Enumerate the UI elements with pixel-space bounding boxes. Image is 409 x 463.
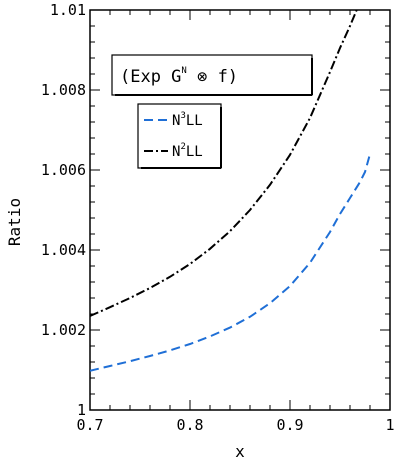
series-line-n3ll <box>90 153 371 372</box>
x-tick-label: 1 <box>385 416 394 434</box>
y-tick-label: 1.008 <box>41 81 86 99</box>
y-axis-label: Ratio <box>5 198 24 246</box>
annotation-box: (Exp GN ⊗ f) <box>111 54 313 96</box>
x-axis-label: x <box>235 442 245 461</box>
y-tick-label: 1 <box>77 401 86 419</box>
legend-label-n3ll: N3LL <box>172 111 203 129</box>
y-tick-label: 1.01 <box>50 1 86 19</box>
y-tick-label: 1.006 <box>41 161 86 179</box>
legend: N3LL N2LL <box>137 103 222 169</box>
y-tick-label: 1.004 <box>41 241 86 259</box>
x-tick-label: 0.8 <box>176 416 203 434</box>
series-line-n2ll <box>90 10 358 317</box>
legend-label-n2ll: N2LL <box>172 142 203 160</box>
series-lines <box>90 10 371 372</box>
tick-labels: 0.7 0.8 0.9 1 1 1.002 1.004 1.006 1.008 1.01 <box>41 1 395 434</box>
axis-ticks <box>89 9 391 411</box>
plot-frame <box>89 9 391 411</box>
annotation-text: (Exp GN ⊗ f) <box>120 66 238 87</box>
x-tick-label: 0.9 <box>276 416 303 434</box>
y-tick-label: 1.002 <box>41 321 86 339</box>
x-tick-label: 0.7 <box>76 416 103 434</box>
